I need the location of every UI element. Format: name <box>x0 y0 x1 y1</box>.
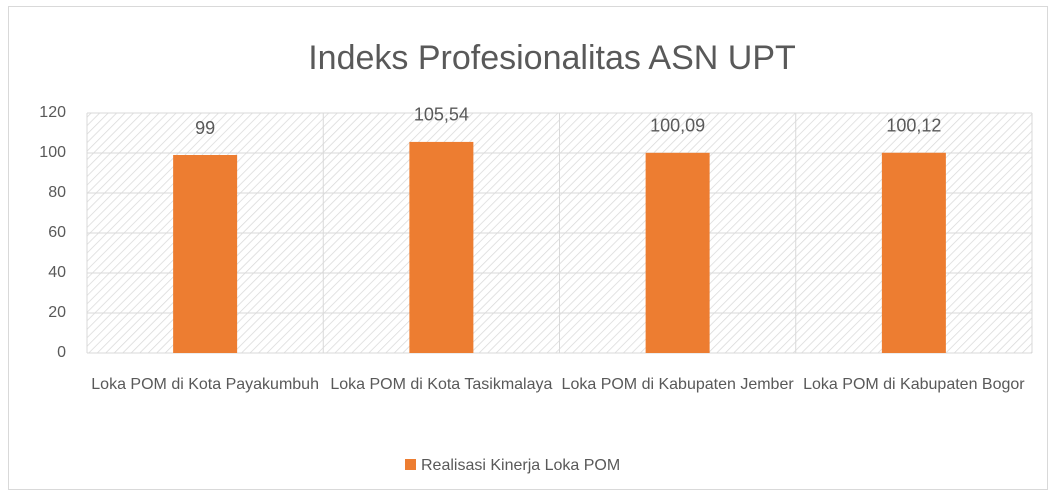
x-tick-label: Loka POM di Kabupaten Bogor <box>803 376 1025 393</box>
y-tick-label: 20 <box>48 304 66 321</box>
legend-swatch <box>405 459 416 470</box>
y-tick-label: 0 <box>57 344 66 361</box>
x-tick-label: Loka POM di Kota Payakumbuh <box>91 376 319 393</box>
data-label: 105,54 <box>414 105 469 125</box>
x-tick-label: Loka POM di Kabupaten Jember <box>561 376 794 393</box>
y-tick-label: 60 <box>48 224 66 241</box>
y-tick-label: 80 <box>48 184 66 201</box>
legend-label: Realisasi Kinerja Loka POM <box>421 457 620 474</box>
data-label: 100,12 <box>886 116 941 136</box>
bar <box>173 155 238 353</box>
x-tick-label: Loka POM di Kota Tasikmalaya <box>330 376 553 393</box>
data-label: 99 <box>195 118 215 138</box>
bar <box>881 152 946 353</box>
bar <box>409 141 474 353</box>
y-tick-label: 120 <box>39 104 66 121</box>
bar <box>645 152 710 353</box>
data-label: 100,09 <box>650 116 705 136</box>
y-tick-label: 100 <box>39 144 66 161</box>
y-tick-label: 40 <box>48 264 66 281</box>
chart-title: Indeks Profesionalitas ASN UPT <box>308 39 796 77</box>
